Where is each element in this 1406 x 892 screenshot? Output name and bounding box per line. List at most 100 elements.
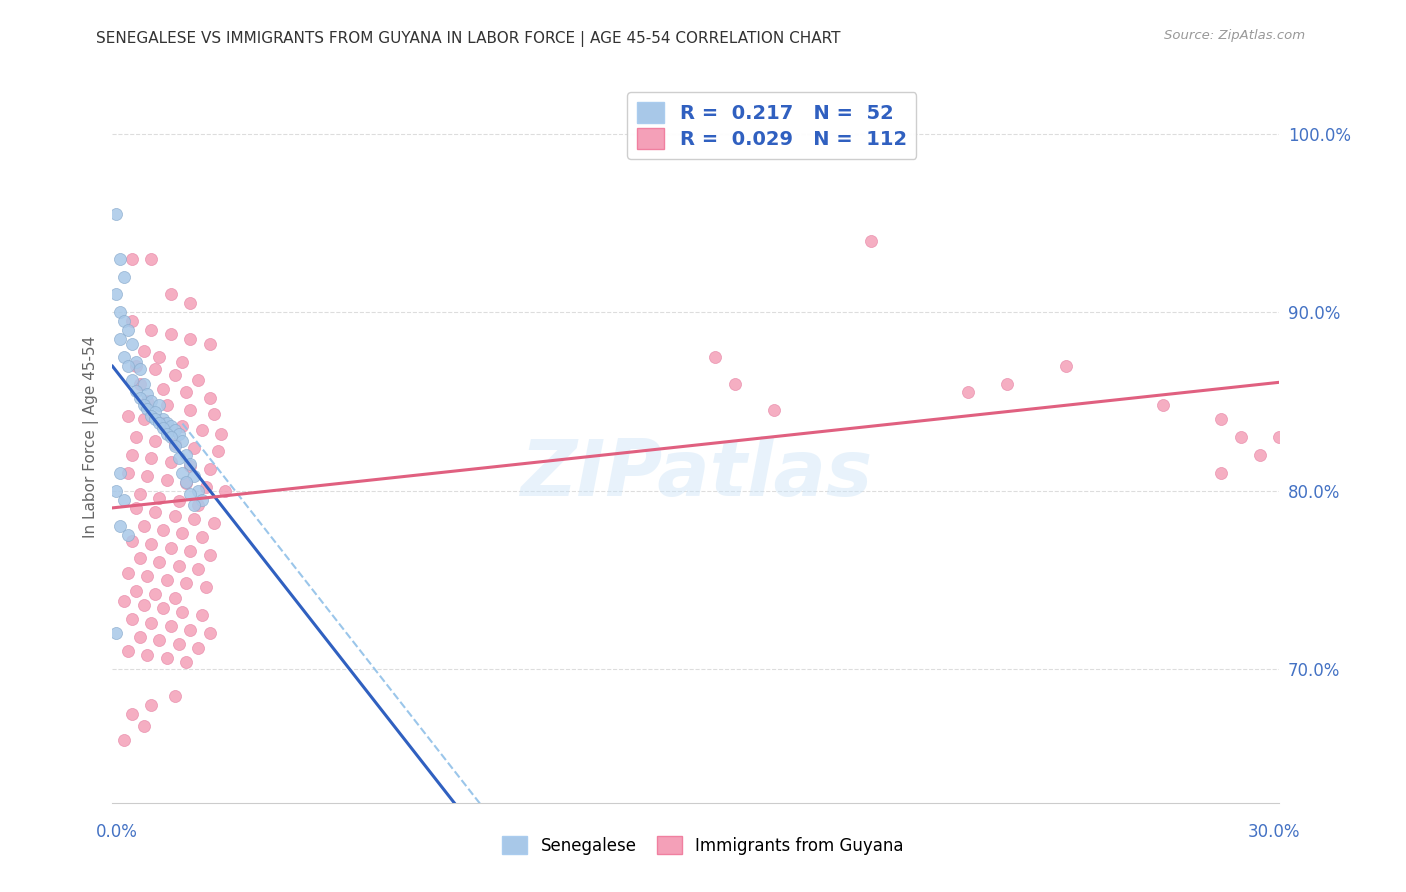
Point xyxy=(160,326,183,341)
Point xyxy=(187,562,209,576)
Point xyxy=(132,412,155,426)
Point xyxy=(860,234,883,248)
Text: 30.0%: 30.0% xyxy=(1249,822,1301,840)
Point xyxy=(105,626,128,640)
Point xyxy=(117,409,139,423)
Point xyxy=(214,483,236,498)
Point xyxy=(1209,466,1232,480)
Point xyxy=(148,416,170,430)
Point xyxy=(176,475,198,489)
Point xyxy=(183,498,205,512)
Point xyxy=(112,350,135,364)
Point xyxy=(156,473,179,487)
Point xyxy=(148,555,170,569)
Point xyxy=(183,512,205,526)
Point xyxy=(132,398,155,412)
Point xyxy=(194,480,217,494)
Point xyxy=(172,419,194,434)
Point xyxy=(136,394,159,409)
Point xyxy=(117,644,139,658)
Point xyxy=(160,287,183,301)
Point xyxy=(167,637,190,651)
Legend: R =  0.217   N =  52, R =  0.029   N =  112: R = 0.217 N = 52, R = 0.029 N = 112 xyxy=(627,92,917,159)
Point xyxy=(152,382,174,396)
Point xyxy=(125,384,148,398)
Point xyxy=(995,376,1018,391)
Point xyxy=(121,252,143,266)
Point xyxy=(112,594,135,608)
Point xyxy=(132,598,155,612)
Point xyxy=(141,409,163,423)
Point xyxy=(121,612,143,626)
Point xyxy=(191,492,214,507)
Point xyxy=(110,466,132,480)
Point xyxy=(128,487,150,501)
Point xyxy=(1249,448,1271,462)
Point xyxy=(163,368,186,382)
Point xyxy=(152,601,174,615)
Point xyxy=(198,626,221,640)
Point xyxy=(152,523,174,537)
Point xyxy=(117,359,139,373)
Point xyxy=(121,533,143,548)
Point xyxy=(132,344,155,359)
Point xyxy=(117,566,139,580)
Point xyxy=(176,476,198,491)
Point xyxy=(160,541,183,555)
Point xyxy=(121,314,143,328)
Point xyxy=(156,573,179,587)
Point xyxy=(156,426,179,441)
Point xyxy=(148,350,170,364)
Point xyxy=(167,451,190,466)
Point xyxy=(152,421,174,435)
Point xyxy=(163,437,186,451)
Point xyxy=(160,455,183,469)
Point xyxy=(141,451,163,466)
Point xyxy=(121,448,143,462)
Point xyxy=(128,376,150,391)
Point xyxy=(136,569,159,583)
Point xyxy=(202,407,225,421)
Point xyxy=(160,430,183,444)
Point xyxy=(172,434,194,448)
Point xyxy=(141,698,163,712)
Point xyxy=(191,530,214,544)
Text: 0.0%: 0.0% xyxy=(96,822,138,840)
Point xyxy=(198,391,221,405)
Text: Source: ZipAtlas.com: Source: ZipAtlas.com xyxy=(1164,29,1305,42)
Point xyxy=(172,526,194,541)
Point xyxy=(202,516,225,530)
Point xyxy=(136,469,159,483)
Point xyxy=(187,483,209,498)
Point xyxy=(163,508,186,523)
Point xyxy=(148,633,170,648)
Point xyxy=(143,412,166,426)
Point xyxy=(176,448,198,462)
Point xyxy=(179,296,201,310)
Point xyxy=(187,640,209,655)
Point xyxy=(143,362,166,376)
Y-axis label: In Labor Force | Age 45-54: In Labor Force | Age 45-54 xyxy=(83,336,98,538)
Point xyxy=(762,403,785,417)
Point xyxy=(1152,398,1174,412)
Point xyxy=(1229,430,1251,444)
Point xyxy=(117,466,139,480)
Point xyxy=(957,385,980,400)
Point xyxy=(143,405,166,419)
Point xyxy=(128,551,150,566)
Point xyxy=(179,544,201,558)
Text: SENEGALESE VS IMMIGRANTS FROM GUYANA IN LABOR FORCE | AGE 45-54 CORRELATION CHAR: SENEGALESE VS IMMIGRANTS FROM GUYANA IN … xyxy=(96,31,841,47)
Point xyxy=(179,332,201,346)
Point xyxy=(132,719,155,733)
Point xyxy=(187,373,209,387)
Point xyxy=(152,412,174,426)
Point xyxy=(112,733,135,747)
Point xyxy=(156,651,179,665)
Point xyxy=(179,403,201,417)
Point xyxy=(125,501,148,516)
Point xyxy=(148,398,170,412)
Point xyxy=(1209,412,1232,426)
Point xyxy=(136,401,159,416)
Point xyxy=(209,426,232,441)
Legend: Senegalese, Immigrants from Guyana: Senegalese, Immigrants from Guyana xyxy=(496,830,910,862)
